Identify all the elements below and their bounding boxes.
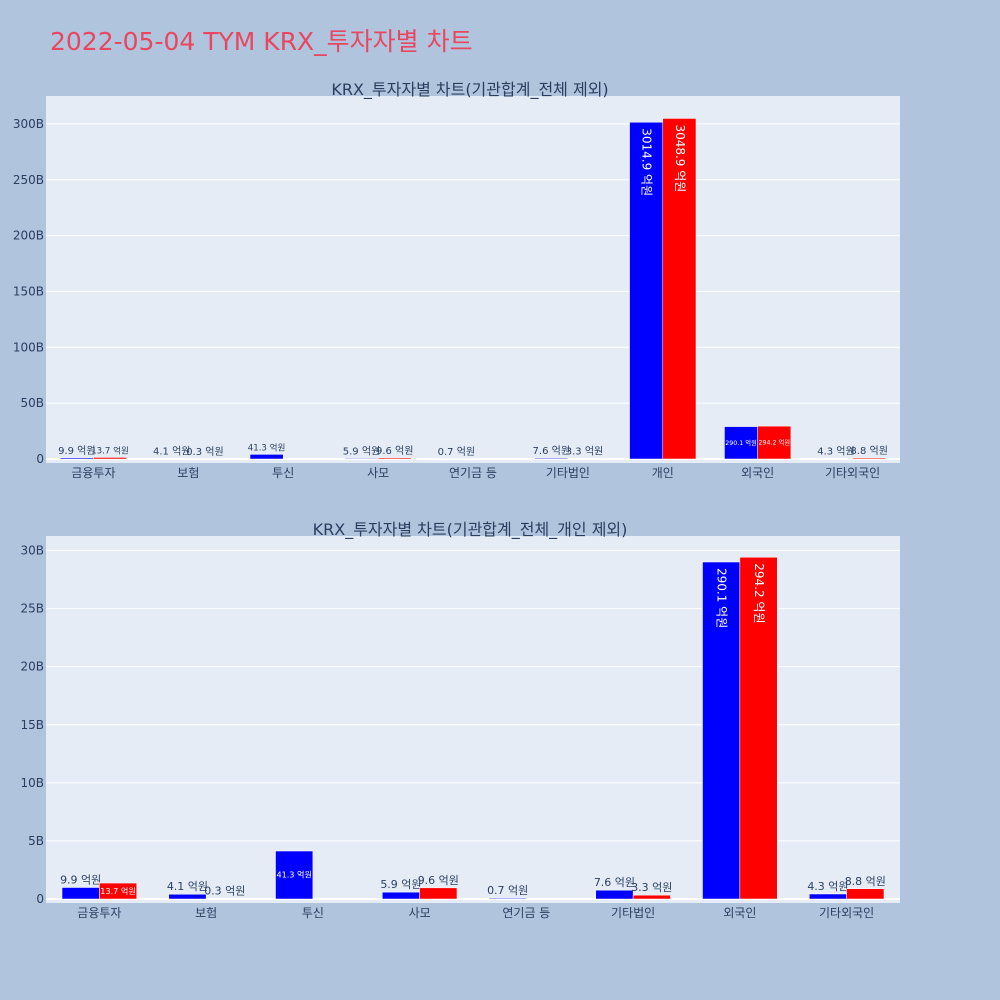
x-tick-label: 투신 [302, 906, 324, 920]
y-tick-label: 300B [13, 117, 44, 131]
bar-buy [61, 887, 100, 900]
y-tick-label: 250B [13, 173, 44, 187]
bar-buy [59, 457, 94, 460]
bar-sell [419, 887, 458, 900]
data-label: 7.6 억원 [594, 876, 635, 889]
data-label: 13.7 억원 [100, 886, 136, 896]
bar-buy [168, 893, 207, 900]
y-tick-label: 10B [20, 776, 44, 790]
data-label: 41.3 억원 [248, 441, 286, 453]
data-label: 9.9 억원 [58, 445, 95, 457]
bar-buy [702, 561, 741, 900]
y-tick-label: 0 [36, 452, 44, 466]
x-tick-label: 외국인 [741, 466, 774, 480]
bar-sell [662, 118, 697, 460]
bar-sell [852, 457, 887, 460]
x-tick-label: 기타법인 [611, 906, 655, 920]
x-tick-label: 연기금 등 [449, 466, 497, 480]
data-label: 8.8 억원 [845, 875, 886, 888]
bar-sell [99, 882, 137, 900]
data-label: 5.9 억원 [343, 445, 380, 457]
data-label: 3.3 억원 [566, 446, 603, 458]
bar-buy [344, 458, 379, 460]
x-tick-label: 금융투자 [71, 466, 115, 480]
data-label: 0.7 억원 [438, 446, 475, 458]
y-tick-label: 150B [13, 284, 44, 298]
bar-sell [377, 457, 412, 460]
data-label: 0.7 억원 [487, 884, 528, 897]
data-label: 290.1 억원 [725, 438, 757, 447]
data-label: 7.6 억원 [533, 445, 570, 457]
page-title: 2022-05-04 TYM KRX_투자자별 차트 [50, 27, 473, 56]
chart-title: KRX_투자자별 차트(기관합계_전체 제외) [331, 80, 608, 100]
bar-buy [488, 897, 527, 900]
bar-sell [93, 457, 127, 460]
data-label: 0.3 억원 [204, 885, 245, 898]
x-tick-label: 보험 [177, 466, 199, 480]
y-tick-label: 50B [20, 396, 44, 410]
bar-buy [629, 122, 664, 460]
x-tick-label: 기타외국인 [819, 906, 874, 920]
data-label: 294.2 억원 [758, 438, 790, 447]
data-label: 4.3 억원 [807, 880, 848, 893]
bar-buy [724, 426, 758, 460]
data-label: 5.9 억원 [380, 878, 421, 891]
bar-sell [846, 888, 885, 900]
data-label: 4.1 억원 [153, 446, 190, 458]
data-label: 4.1 억원 [167, 880, 208, 893]
y-tick-label: 20B [20, 660, 44, 674]
x-tick-label: 외국인 [723, 906, 756, 920]
data-label: 8.8 억원 [850, 445, 887, 457]
data-label: 9.6 억원 [418, 874, 459, 887]
y-tick-label: 25B [20, 602, 44, 616]
chart-overall: KRX_투자자별 차트(기관합계_전체 제외) 0 50B 100B 150B 200B 2… [13, 80, 900, 480]
y-tick-label: 200B [13, 229, 44, 243]
plot-area [46, 96, 900, 463]
data-label: 9.9 억원 [60, 874, 101, 887]
x-tick-label: 개인 [652, 466, 674, 480]
data-label: 3048.9 억원 [673, 124, 687, 192]
data-label: 3014.9 억원 [640, 128, 654, 196]
bar-buy [595, 889, 634, 900]
bar-buy [534, 457, 569, 460]
chart-excluding-individual: KRX_투자자별 차트(기관합계_전체_개인 제외) 0 5B 10B 15B 20B 25… [20, 520, 900, 920]
data-label: 294.2 억원 [752, 563, 766, 623]
bar-sell [632, 894, 671, 900]
x-tick-label: 사모 [409, 906, 431, 920]
x-tick-label: 사모 [367, 466, 389, 480]
data-label: 4.3 억원 [817, 446, 854, 458]
data-label: 13.7 억원 [91, 444, 129, 456]
x-tick-label: 기타법인 [546, 466, 590, 480]
bar-buy [809, 893, 847, 900]
y-tick-label: 5B [28, 834, 44, 848]
bar-sell [757, 425, 792, 460]
bar-buy [249, 454, 284, 460]
data-label: 9.6 억원 [376, 445, 413, 457]
chart-title: KRX_투자자별 차트(기관합계_전체_개인 제외) [313, 520, 628, 540]
x-tick-label: 보험 [195, 906, 217, 920]
y-tick-label: 100B [13, 340, 44, 354]
bar-sell [739, 557, 778, 900]
x-tick-label: 기타외국인 [825, 466, 880, 480]
bar-buy [382, 891, 420, 900]
y-tick-label: 0 [36, 892, 44, 906]
data-label: 3.3 억원 [631, 881, 672, 894]
x-tick-label: 투신 [272, 466, 294, 480]
y-tick-label: 30B [20, 544, 44, 558]
bar-buy [275, 850, 314, 900]
data-label: 290.1 억원 [715, 568, 729, 628]
x-tick-label: 연기금 등 [502, 906, 550, 920]
x-tick-label: 금융투자 [77, 906, 121, 920]
data-label: 0.3 억원 [186, 446, 223, 458]
y-tick-label: 15B [20, 718, 44, 732]
data-label: 41.3 억원 [276, 870, 312, 880]
